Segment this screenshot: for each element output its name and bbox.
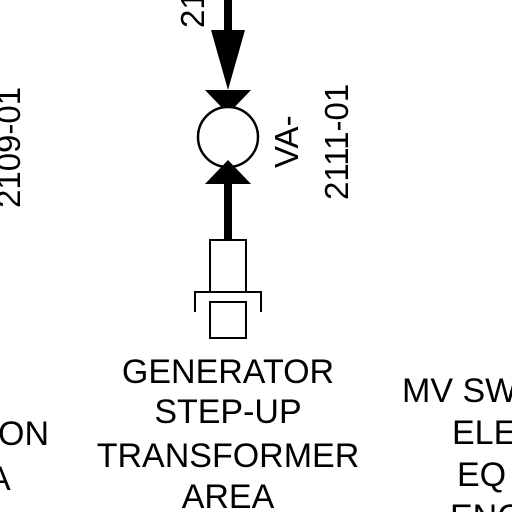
top-partial-label: 21 bbox=[174, 0, 211, 28]
right-area-label-line3: EQ bbox=[457, 456, 506, 494]
valve-top-wedge bbox=[205, 90, 251, 114]
left-area-label-line1: ON bbox=[0, 415, 49, 453]
valve-bottom-wedge bbox=[205, 160, 251, 184]
right-area-label-line2: ELE bbox=[452, 414, 512, 452]
area-label-line3: TRANSFORMER bbox=[97, 437, 360, 475]
left-partial-tag-label: 2109-01 bbox=[0, 87, 27, 208]
right-area-label-line4: ENC bbox=[450, 498, 512, 512]
area-label-line1: GENERATOR bbox=[122, 353, 334, 391]
left-area-label-line2: A bbox=[0, 460, 11, 498]
right-area-label-line1: MV SW bbox=[402, 372, 512, 410]
ball-valve-icon bbox=[196, 90, 260, 184]
fitting-bracket bbox=[194, 291, 262, 312]
area-label-line4: AREA bbox=[182, 478, 275, 512]
flow-arrow-down-icon bbox=[211, 30, 245, 90]
valve-tag-line1: VA- bbox=[268, 115, 305, 168]
area-label-line2: STEP-UP bbox=[154, 393, 301, 431]
valve-ball bbox=[196, 105, 260, 169]
fitting-body bbox=[209, 239, 247, 293]
valve-tag-line2: 2111-01 bbox=[318, 84, 355, 200]
hose-connection-icon bbox=[194, 239, 262, 339]
fitting-cap bbox=[209, 301, 247, 339]
